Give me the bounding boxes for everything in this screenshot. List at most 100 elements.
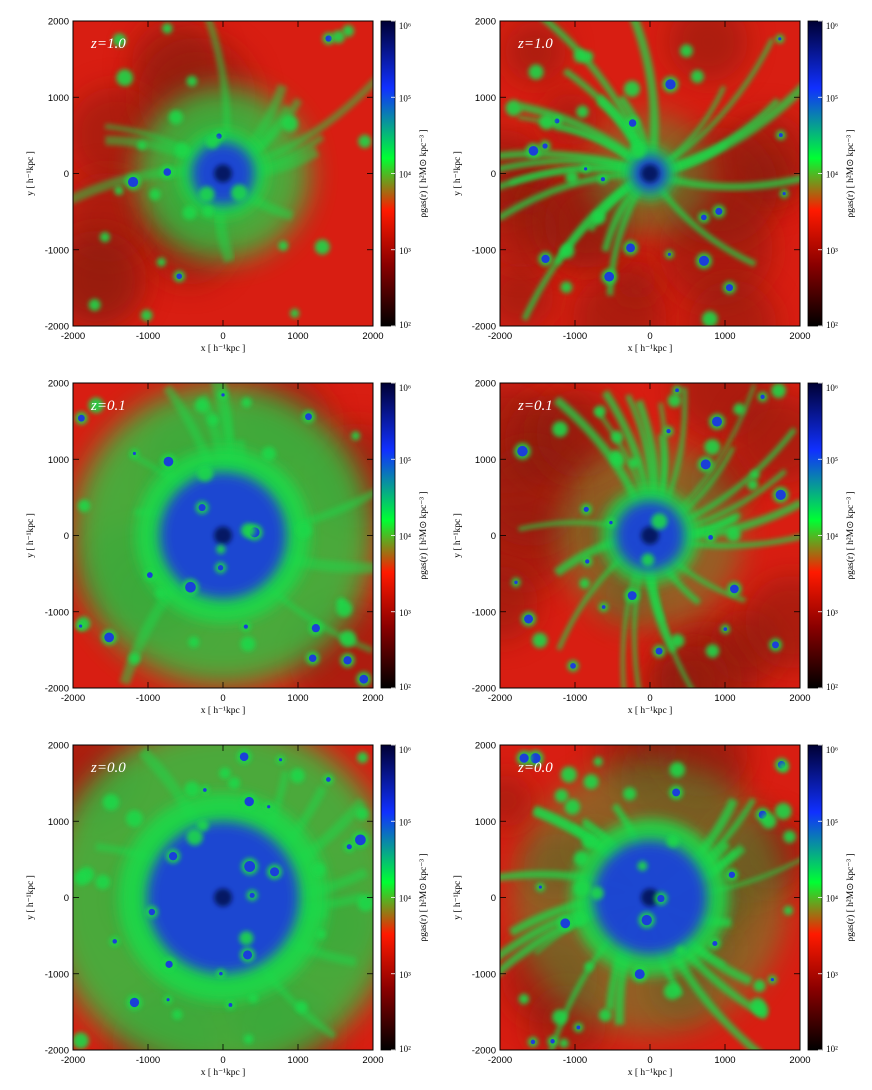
subhalo <box>132 451 136 456</box>
subhalo <box>127 176 139 188</box>
x-tick-label: 1000 <box>714 331 735 342</box>
subhalo-halo <box>564 799 581 815</box>
subhalo-halo <box>357 894 373 912</box>
subhalo-halo <box>114 185 124 196</box>
y-tick-label: 0 <box>64 893 69 904</box>
subhalo-halo <box>99 231 111 243</box>
subhalo-halo <box>290 308 300 318</box>
colorbar-tick-label: 10³ <box>399 246 411 256</box>
subhalo <box>701 214 707 221</box>
subhalo <box>570 663 576 669</box>
subhalo <box>601 605 606 609</box>
core-center <box>214 888 232 907</box>
y-tick-label: 1000 <box>475 817 496 828</box>
subhalo-halo <box>357 751 369 764</box>
subhalo <box>778 37 782 41</box>
colorbar-tick-label: 10⁴ <box>399 170 411 180</box>
low-density-region <box>504 21 567 83</box>
subhalo <box>305 413 312 421</box>
subhalo-halo <box>573 851 589 866</box>
y-tick-label: -1000 <box>45 607 69 618</box>
subhalo <box>129 997 140 1008</box>
subhalo <box>666 429 671 434</box>
subhalo <box>782 192 786 196</box>
colorbar-label: ρgas(r) [ h²M⊙ kpc⁻³ ] <box>418 853 429 941</box>
subhalo <box>77 414 85 422</box>
x-axis-label: x [ h⁻¹kpc ] <box>628 706 673 716</box>
subhalo-halo <box>230 184 248 201</box>
subhalo <box>244 796 254 807</box>
x-tick-label: 0 <box>647 693 652 704</box>
redshift-label: z=1.0 <box>90 36 126 52</box>
x-tick-label: 0 <box>220 693 225 704</box>
core-center <box>214 526 232 545</box>
subhalo <box>346 844 352 850</box>
subhalo-halo <box>156 257 166 267</box>
subhalo-halo <box>278 240 289 251</box>
subhalo-halo <box>216 544 226 554</box>
density-map <box>73 21 373 326</box>
subhalo-halo <box>240 636 256 652</box>
subhalo-halo <box>771 383 786 399</box>
x-tick-label: 1000 <box>714 1055 735 1066</box>
subhalo <box>628 119 637 127</box>
colorbar-tick-label: 10⁴ <box>826 532 838 542</box>
subhalo <box>772 641 779 649</box>
subhalo <box>760 394 765 399</box>
x-tick-label: 2000 <box>362 693 383 704</box>
y-tick-label: 0 <box>64 169 69 180</box>
density-panel-5: z=0.0 -2000 -1000 0 1000 2000 -2000 -1000 0 1000 2… <box>26 741 429 1079</box>
subhalo <box>715 207 723 215</box>
redshift-label: z=0.0 <box>90 760 126 776</box>
subhalo-halo <box>701 311 718 326</box>
x-tick-label: 2000 <box>362 1055 383 1066</box>
subhalo-halo <box>95 874 111 890</box>
colorbar-tick-label: 10⁶ <box>399 745 411 755</box>
subhalo <box>560 918 571 929</box>
subhalo-halo <box>669 762 685 778</box>
subhalo <box>728 871 736 878</box>
subhalo-halo <box>342 25 355 37</box>
y-axis-label: y [ h⁻¹kpc ] <box>26 875 36 920</box>
subhalo-halo <box>651 513 668 530</box>
colorbar-tick-label: 10⁴ <box>399 532 411 542</box>
y-tick-label: 1000 <box>48 817 69 828</box>
colorbar-tick-label: 10⁶ <box>399 383 411 393</box>
density-map <box>73 745 373 1050</box>
subhalo <box>163 456 174 467</box>
colorbar-tick-label: 10² <box>826 1044 838 1054</box>
subhalo-halo <box>74 871 89 886</box>
subhalo-halo <box>137 140 147 151</box>
subhalo-halo <box>573 879 590 897</box>
subhalo-halo <box>560 766 577 783</box>
subhalo <box>267 805 271 809</box>
subhalo <box>778 133 783 138</box>
subhalo <box>514 580 518 585</box>
colorbar-tick-label: 10⁶ <box>826 745 838 755</box>
y-tick-label: -1000 <box>472 969 496 980</box>
colorbar-tick-label: 10⁵ <box>399 817 411 827</box>
subhalo-halo <box>149 188 161 201</box>
subhalo <box>524 614 534 624</box>
subhalo <box>311 624 320 633</box>
subhalo-halo <box>155 587 166 599</box>
x-tick-label: -1000 <box>563 1055 587 1066</box>
colorbar-tick-label: 10² <box>399 320 411 330</box>
subhalo <box>723 627 728 631</box>
subhalo-halo <box>783 905 794 916</box>
subhalo <box>604 271 615 282</box>
subhalo <box>600 177 605 182</box>
subhalo <box>725 284 733 292</box>
subhalo-halo <box>599 1008 612 1022</box>
y-tick-label: 2000 <box>475 379 496 390</box>
subhalo-halo <box>679 44 693 58</box>
low-density-region <box>688 280 777 326</box>
subhalo-halo <box>197 465 214 482</box>
y-tick-label: 1000 <box>48 455 69 466</box>
x-tick-label: -2000 <box>61 331 85 342</box>
subhalo <box>530 1039 536 1045</box>
y-axis-label: y [ h⁻¹kpc ] <box>26 513 36 558</box>
y-tick-label: 1000 <box>475 93 496 104</box>
x-tick-label: 1000 <box>287 331 308 342</box>
